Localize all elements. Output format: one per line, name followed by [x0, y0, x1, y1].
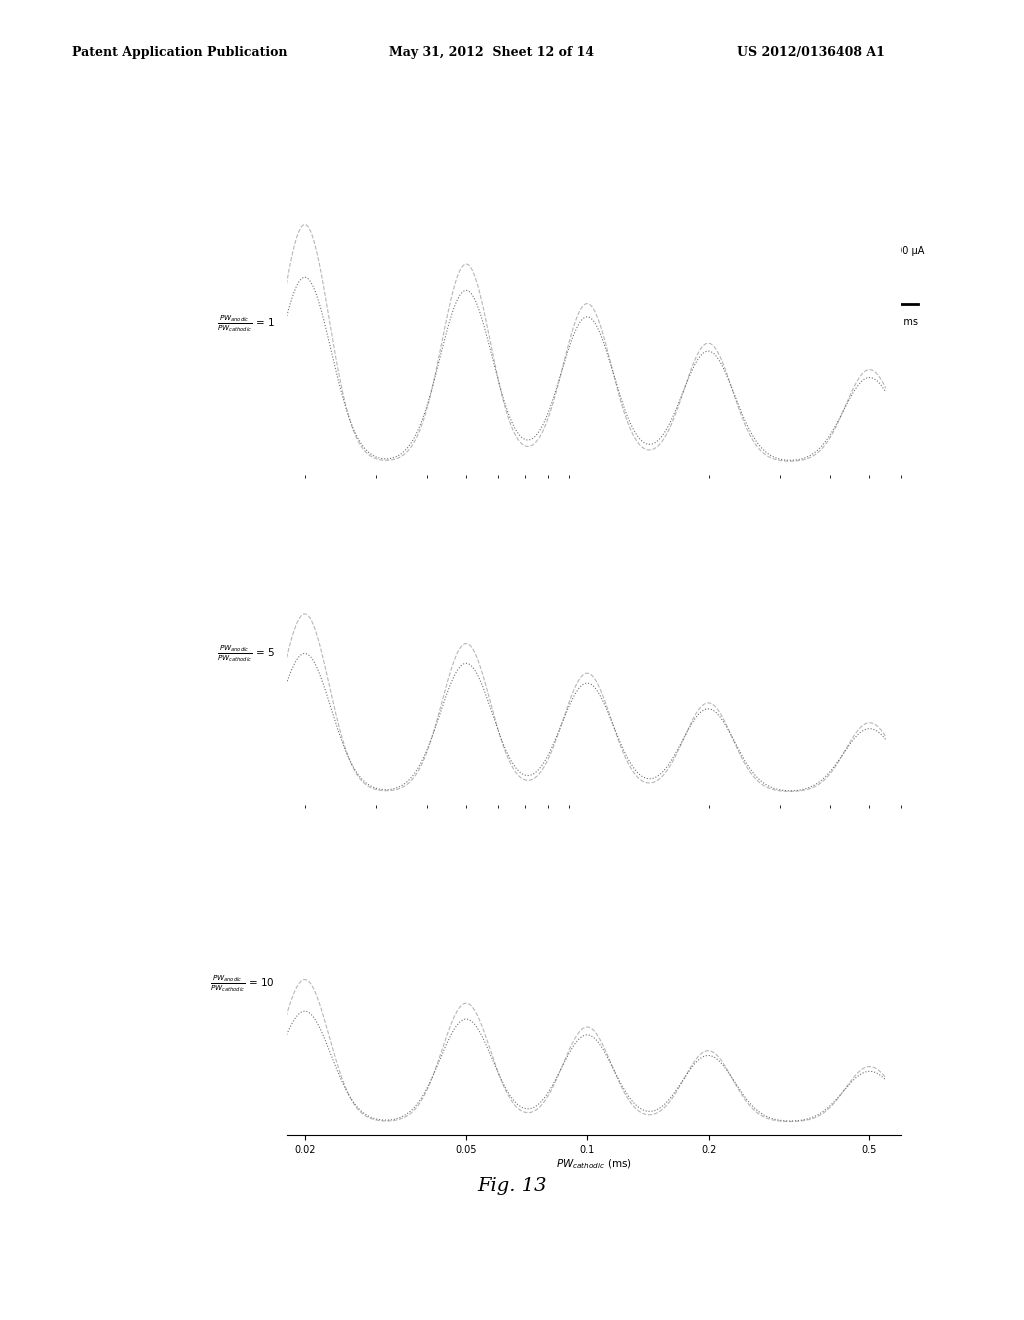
- Text: US 2012/0136408 A1: US 2012/0136408 A1: [737, 46, 885, 59]
- Text: Patent Application Publication: Patent Application Publication: [72, 46, 287, 59]
- Text: 0.1 ms: 0.1 ms: [885, 317, 918, 327]
- Text: $\frac{PW_{anodic}}{PW_{cathodic}}$ = 1: $\frac{PW_{anodic}}{PW_{cathodic}}$ = 1: [217, 313, 274, 334]
- Text: $\frac{PW_{anodic}}{PW_{cathodic}}$ = 5: $\frac{PW_{anodic}}{PW_{cathodic}}$ = 5: [217, 643, 274, 664]
- Text: May 31, 2012  Sheet 12 of 14: May 31, 2012 Sheet 12 of 14: [389, 46, 594, 59]
- Text: 400 μA: 400 μA: [891, 246, 925, 256]
- Text: $\frac{PW_{anodic}}{PW_{cathodic}}$ = 10: $\frac{PW_{anodic}}{PW_{cathodic}}$ = 10: [210, 973, 274, 994]
- Text: Anodic phase first: Anodic phase first: [609, 213, 697, 223]
- Text: Cathodic phase first: Cathodic phase first: [609, 252, 708, 263]
- Text: Fig. 13: Fig. 13: [477, 1176, 547, 1195]
- X-axis label: $PW_{cathodic}$ (ms): $PW_{cathodic}$ (ms): [556, 1158, 632, 1171]
